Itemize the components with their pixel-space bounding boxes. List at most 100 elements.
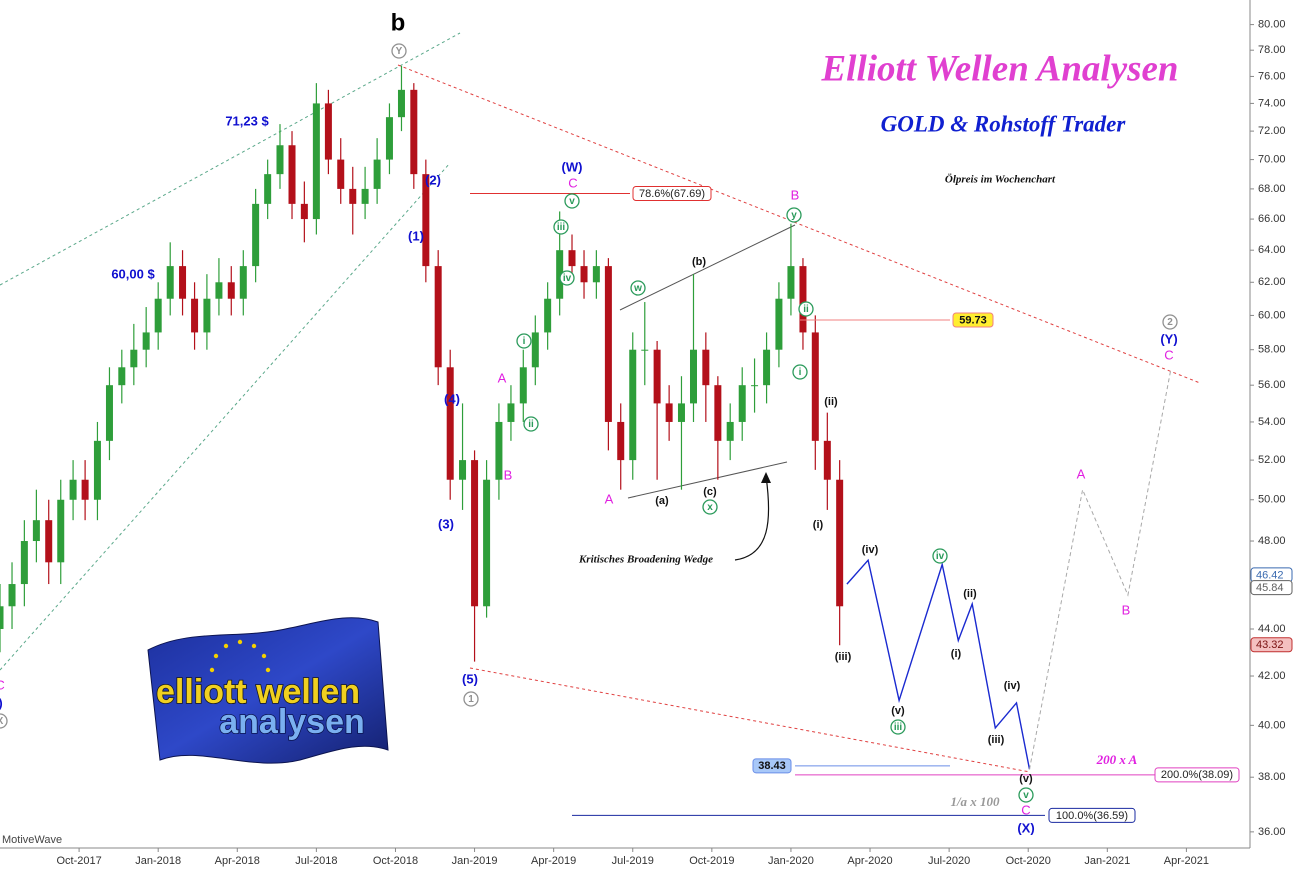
wave-label: (iv) — [862, 544, 879, 556]
wave-circle — [630, 280, 646, 296]
wave-label: C — [1164, 347, 1173, 362]
wave-label: C — [1021, 802, 1030, 817]
candle-body — [93, 440, 101, 500]
candle-body — [57, 499, 65, 563]
arrow-head — [761, 472, 771, 483]
channel-line — [0, 162, 451, 671]
wave-label: (v) — [891, 705, 905, 717]
wave-label: C — [568, 175, 577, 190]
candle-body — [166, 266, 174, 299]
candle-body — [349, 188, 357, 204]
logo-stars — [209, 639, 271, 673]
wave-label: A — [1077, 466, 1086, 481]
candle-body — [203, 298, 211, 333]
wave-label: (iii) — [835, 651, 852, 663]
logo-text: analysen — [219, 703, 365, 741]
level-label: 59.73 — [959, 314, 987, 326]
wave-circle — [463, 691, 479, 707]
candle-body — [422, 174, 430, 267]
candle-body — [0, 606, 4, 629]
wave-circle — [786, 207, 802, 223]
candle-body — [604, 266, 612, 422]
wave-label: B — [504, 467, 513, 482]
y-tick-label: 72.00 — [1258, 125, 1286, 137]
candle-body — [130, 349, 138, 368]
price-tag-label: 46.42 — [1256, 569, 1284, 581]
candle-body — [373, 159, 381, 189]
wave-label: iii — [894, 722, 903, 733]
candle-body — [568, 250, 576, 267]
price-tag — [1250, 637, 1293, 653]
x-tick-label: Jan-2021 — [1084, 855, 1130, 867]
wave-circle — [523, 416, 539, 432]
logo-flag — [147, 617, 389, 764]
candle-body — [446, 367, 454, 480]
wave-label: (3) — [438, 516, 454, 531]
plot-area: elliott wellen analysen 78.6%(67.69) 59.7… — [0, 9, 1240, 835]
y-tick-label: 54.00 — [1258, 416, 1286, 428]
wave-circle — [559, 270, 575, 286]
level-box — [1154, 767, 1240, 783]
candle-body — [324, 103, 332, 160]
candle-body — [361, 188, 369, 204]
wave-label: (2) — [425, 172, 441, 187]
x-tick-label: Jan-2019 — [452, 855, 498, 867]
wave-circle — [516, 333, 532, 349]
wave-label: iv — [936, 551, 945, 562]
wave-label: C — [0, 677, 5, 692]
y-tick-label: 76.00 — [1258, 70, 1286, 82]
wave-label: (4) — [444, 391, 460, 406]
level-label: 100.0%(36.59) — [1056, 810, 1128, 822]
level-box — [752, 758, 792, 774]
wave-label: 1 — [468, 694, 474, 705]
level-box — [952, 312, 994, 328]
wedge-line — [619, 224, 796, 311]
axes: 36.0038.0040.0042.0044.0046.0048.0050.00… — [56, 18, 1293, 867]
x-tick-label: Oct-2020 — [1006, 855, 1051, 867]
candle-body — [397, 89, 405, 118]
candle-body — [20, 541, 28, 585]
candle-body — [385, 117, 393, 160]
logo-text: elliott wellen — [156, 673, 360, 711]
candle-body — [629, 349, 637, 461]
wave-label: (b) — [692, 256, 706, 268]
wave-circle — [553, 219, 569, 235]
wave-label: ii — [528, 419, 534, 430]
wave-label: x — [707, 502, 713, 513]
y-tick-label: 74.00 — [1258, 97, 1286, 109]
candle-body — [264, 174, 272, 204]
y-tick-label: 68.00 — [1258, 183, 1286, 195]
annotation: 200 x A — [1096, 752, 1138, 767]
x-tick-label: Oct-2019 — [689, 855, 734, 867]
wave-label: y — [791, 210, 797, 221]
candle-body — [495, 421, 503, 480]
price-tag — [1250, 580, 1293, 596]
candle-body — [751, 385, 759, 387]
wave-label: (5) — [462, 671, 478, 686]
candle-body — [288, 145, 296, 204]
candle-body — [738, 385, 746, 422]
level-box — [632, 186, 712, 202]
candle-body — [799, 266, 807, 333]
level-box — [1048, 807, 1136, 823]
level-label: 38.43 — [758, 760, 786, 772]
wave-label: 2 — [1167, 317, 1173, 328]
candle-body — [714, 385, 722, 441]
x-tick-label: Apr-2019 — [531, 855, 576, 867]
candle-body — [300, 203, 308, 220]
candle-body — [8, 584, 16, 607]
x-tick-label: Jan-2018 — [135, 855, 181, 867]
y-tick-label: 48.00 — [1258, 535, 1286, 547]
wave-label: (i) — [951, 648, 962, 660]
y-tick-label: 78.00 — [1258, 44, 1286, 56]
wave-circle — [0, 713, 8, 729]
x-tick-label: Jul-2020 — [928, 855, 970, 867]
wave-label: X — [0, 716, 4, 727]
y-tick-label: 44.00 — [1258, 623, 1286, 635]
wave-label: (Y) — [0, 695, 3, 710]
arrow — [734, 475, 770, 561]
y-tick-label: 80.00 — [1258, 18, 1286, 30]
x-tick-label: Jul-2019 — [612, 855, 654, 867]
candle-body — [787, 266, 795, 299]
